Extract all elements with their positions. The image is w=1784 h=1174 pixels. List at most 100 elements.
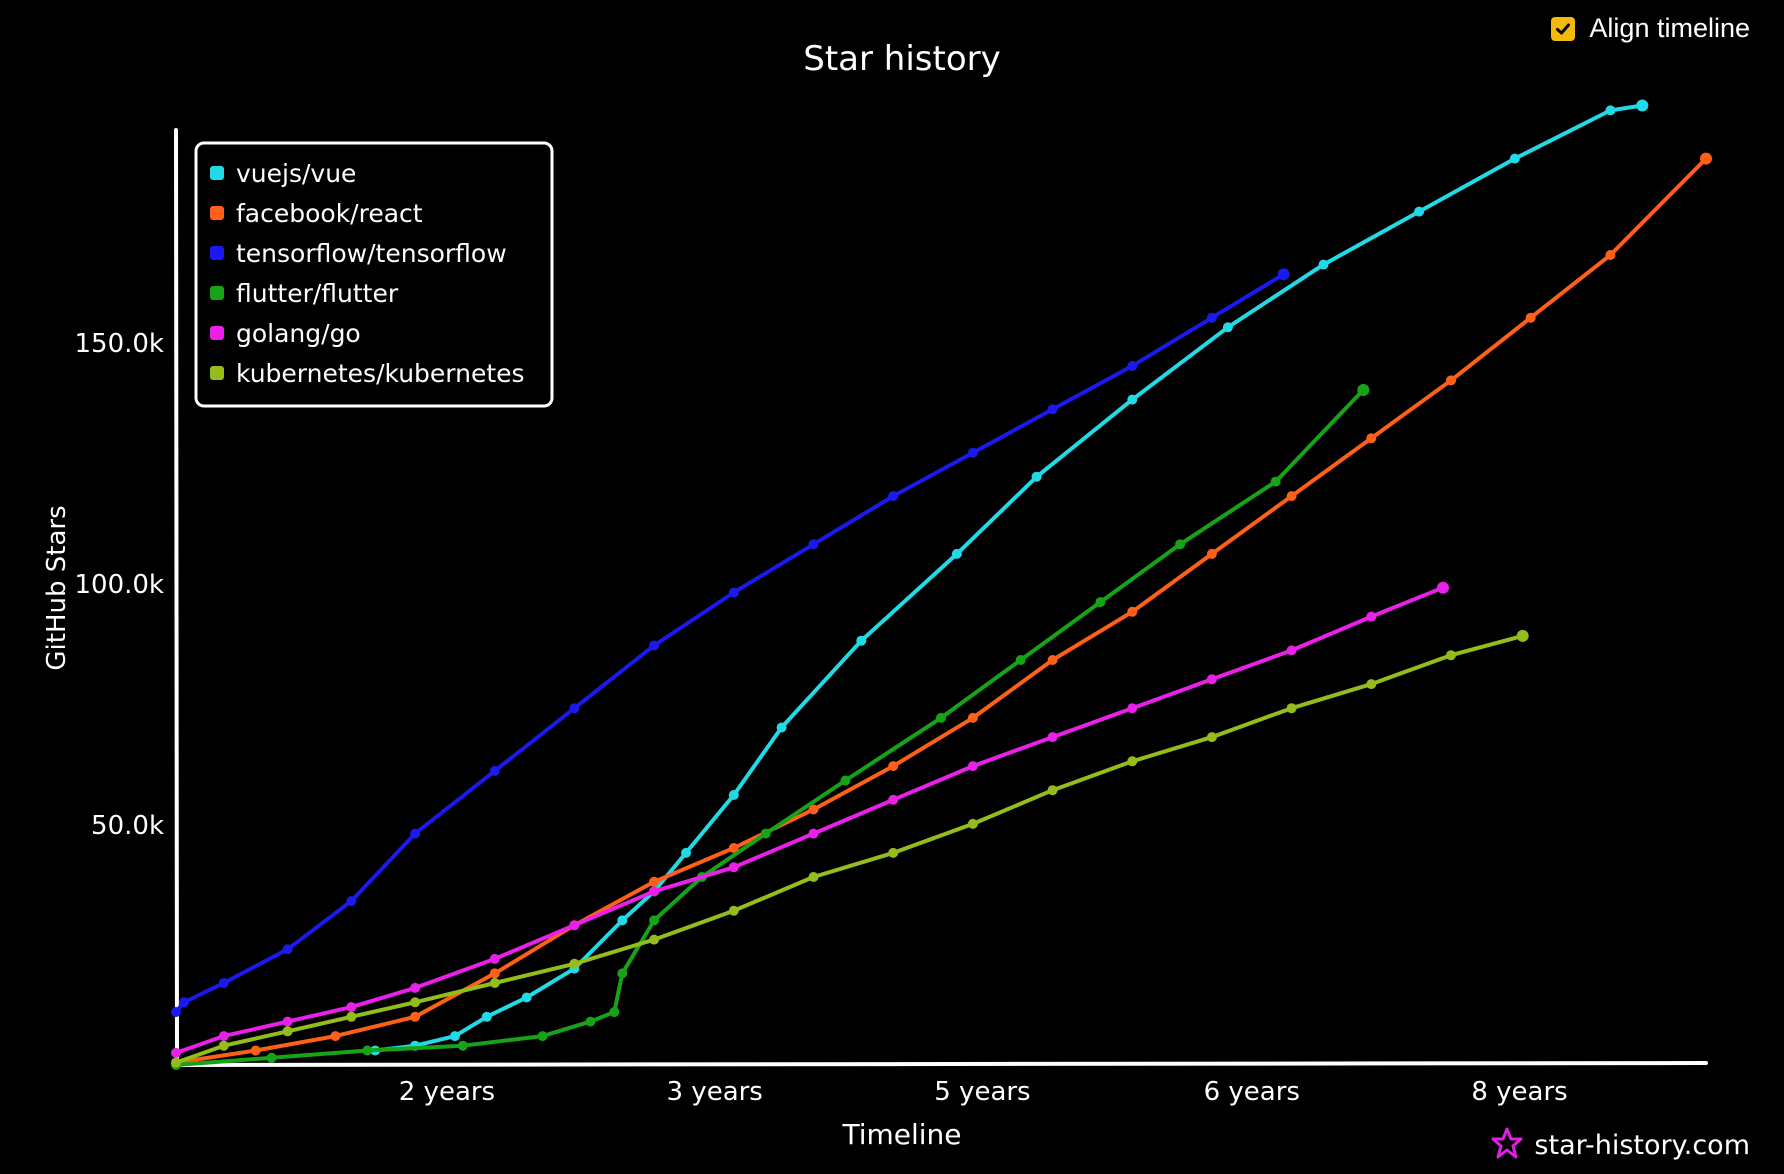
data-point[interactable] [1437,581,1449,594]
data-point[interactable] [171,1007,181,1017]
data-point[interactable] [1700,152,1712,165]
data-point[interactable] [521,992,532,1003]
data-point[interactable] [1286,491,1297,502]
data-point[interactable] [808,828,819,839]
data-point[interactable] [171,1057,181,1068]
data-point[interactable] [1206,548,1217,559]
checkbox-checked-icon[interactable] [1551,16,1576,41]
data-point[interactable] [808,872,819,882]
data-point[interactable] [1047,732,1058,743]
data-point[interactable] [808,804,819,815]
data-point[interactable] [179,997,189,1008]
data-point[interactable] [1366,611,1377,622]
data-point[interactable] [330,1031,341,1042]
data-point[interactable] [936,712,946,723]
data-point[interactable] [1175,539,1186,550]
data-point[interactable] [362,1045,373,1056]
data-point[interactable] [681,847,691,858]
data-point[interactable] [218,978,229,988]
data-point[interactable] [489,978,500,988]
data-point[interactable] [808,539,819,550]
star-history-brand-link[interactable]: star-history.com [1490,1126,1750,1164]
data-point[interactable] [1366,433,1377,444]
data-point[interactable] [1446,650,1456,661]
data-point[interactable] [410,1011,421,1022]
data-point[interactable] [218,1031,229,1042]
legend-item-label[interactable]: kubernetes/kubernetes [236,359,525,388]
data-point[interactable] [728,862,739,873]
legend-item-label[interactable]: vuejs/vue [236,159,356,188]
data-point[interactable] [282,1026,293,1037]
data-point[interactable] [282,944,293,955]
data-point[interactable] [728,843,739,853]
data-point[interactable] [1286,703,1297,714]
data-point[interactable] [1127,756,1138,767]
data-point[interactable] [346,1011,357,1022]
data-point[interactable] [266,1052,277,1063]
data-point[interactable] [218,1040,229,1051]
data-point[interactable] [250,1045,261,1056]
data-point[interactable] [410,828,421,839]
data-point[interactable] [346,896,357,907]
data-point[interactable] [888,491,899,502]
data-point[interactable] [840,775,851,786]
data-point[interactable] [1222,322,1233,333]
data-point[interactable] [537,1031,548,1042]
data-point[interactable] [569,703,580,714]
data-point[interactable] [1047,785,1058,796]
data-point[interactable] [1516,629,1529,642]
data-point[interactable] [489,765,500,776]
data-point[interactable] [951,548,962,559]
data-point[interactable] [856,635,867,646]
data-point[interactable] [457,1040,468,1051]
data-point[interactable] [1636,99,1649,112]
data-point[interactable] [649,934,660,945]
data-point[interactable] [1031,471,1042,482]
data-point[interactable] [1605,105,1616,116]
data-point[interactable] [1127,606,1138,617]
data-point[interactable] [489,968,500,979]
align-timeline-toggle[interactable]: Align timeline [1551,13,1750,44]
data-point[interactable] [760,828,771,839]
data-point[interactable] [410,982,421,993]
data-point[interactable] [609,1007,620,1017]
data-point[interactable] [569,958,580,969]
legend-item-label[interactable]: facebook/react [236,199,423,228]
data-point[interactable] [728,790,739,800]
data-point[interactable] [410,997,421,1008]
data-point[interactable] [1206,312,1217,323]
data-point[interactable] [967,818,978,829]
data-point[interactable] [1206,732,1217,743]
data-point[interactable] [1605,250,1616,260]
data-point[interactable] [1414,206,1425,217]
data-point[interactable] [617,915,628,926]
data-point[interactable] [585,1016,596,1027]
data-point[interactable] [481,1011,492,1022]
data-point[interactable] [617,968,628,979]
data-point[interactable] [1127,703,1138,714]
data-point[interactable] [1357,384,1370,396]
data-point[interactable] [1127,394,1138,405]
data-point[interactable] [1446,375,1456,386]
data-point[interactable] [1318,259,1329,270]
data-point[interactable] [888,794,899,805]
data-point[interactable] [282,1016,293,1027]
data-point[interactable] [967,761,978,772]
data-point[interactable] [346,1002,357,1013]
data-point[interactable] [1270,476,1281,487]
data-point[interactable] [489,953,500,964]
data-point[interactable] [888,761,899,772]
data-point[interactable] [449,1031,460,1042]
data-point[interactable] [649,876,660,887]
data-point[interactable] [967,447,978,458]
data-point[interactable] [1509,153,1520,164]
legend-item-label[interactable]: tensorflow/tensorflow [236,239,507,268]
data-point[interactable] [1047,655,1058,665]
data-point[interactable] [1366,679,1377,690]
data-point[interactable] [1286,645,1297,656]
data-point[interactable] [649,886,660,897]
data-point[interactable] [171,1047,181,1058]
data-point[interactable] [1525,312,1536,323]
data-point[interactable] [967,712,978,723]
data-point[interactable] [569,920,580,931]
